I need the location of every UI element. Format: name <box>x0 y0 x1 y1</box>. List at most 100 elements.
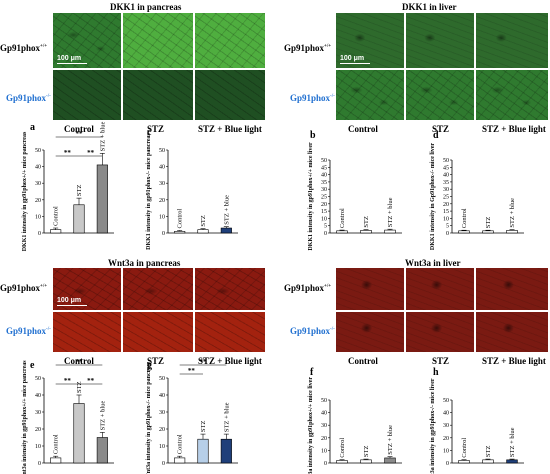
micrograph-wnt3a-liver-ko-stz-blue <box>476 312 548 352</box>
dkk1-pancreas-row-wt-label: Gp91phox+/+ <box>0 43 48 53</box>
y-tick-label: 50 <box>443 398 449 404</box>
micrograph-dkk1-pancreas-wt-stz <box>123 13 193 68</box>
y-tick-label: 30 <box>35 410 41 416</box>
category-label: STZ <box>485 217 492 229</box>
micrograph-wnt3a-pancreas-wt-stz <box>123 268 193 310</box>
y-tick-label: 25 <box>321 195 327 201</box>
col-label-stz-blue: STZ + Blue light <box>198 356 262 366</box>
y-tick-label: 40 <box>35 393 41 399</box>
significance-stars: ** <box>64 377 72 385</box>
y-tick-label: 50 <box>35 376 41 382</box>
significance-stars: ** <box>188 367 196 375</box>
y-tick-label: 40 <box>443 173 449 179</box>
y-tick-label: 50 <box>159 376 165 382</box>
y-tick-label: 20 <box>321 202 327 208</box>
wnt3a-pancreas-row-ko-label: Gp91phox-/- <box>6 326 51 336</box>
micrograph-dkk1-liver-ko-stz <box>406 70 474 120</box>
category-label: STZ <box>485 446 492 458</box>
y-axis-label: Wnt3a intensity in gp91phox+/+ mice panc… <box>22 360 28 474</box>
y-tick-label: 10 <box>443 216 449 222</box>
micrograph-dkk1-liver-wt-stz-blue <box>476 13 548 68</box>
scale-bar-label: 100 μm <box>57 55 82 62</box>
col-label-control: Control <box>348 356 378 366</box>
y-tick-label: 10 <box>443 448 449 454</box>
category-label: STZ + blue <box>509 198 516 228</box>
y-tick-label: 10 <box>159 214 165 220</box>
y-tick-label: 45 <box>443 165 449 171</box>
category-label: STZ <box>200 215 207 227</box>
category-label: STZ + blue <box>509 427 516 457</box>
y-tick-label: 5 <box>446 224 449 230</box>
y-tick-label: 0 <box>162 231 165 237</box>
significance-stars: ** <box>87 377 95 385</box>
y-axis-label: Wnt3a intensity in gp91phox-/- mice live… <box>430 378 436 474</box>
category-label: Control <box>461 438 468 458</box>
y-tick-label: 10 <box>159 444 165 450</box>
category-label: Control <box>339 438 346 458</box>
y-tick-label: 15 <box>321 209 327 215</box>
category-label: Control <box>53 206 60 226</box>
col-label-stz-blue: STZ + Blue light <box>482 356 546 366</box>
micrograph-dkk1-liver-wt-stz <box>406 13 474 68</box>
scale-bar <box>57 305 87 306</box>
y-tick-label: 40 <box>159 393 165 399</box>
category-label: STZ <box>76 381 83 393</box>
micrograph-wnt3a-liver-wt-control <box>336 268 404 310</box>
y-tick-label: 0 <box>446 231 449 237</box>
y-tick-label: 0 <box>324 461 327 467</box>
y-tick-label: 50 <box>35 148 41 154</box>
scale-bar-label: 100 μm <box>57 297 82 304</box>
dkk1-pancreas-title: DKK1 in pancreas <box>110 2 182 12</box>
y-tick-label: 20 <box>159 198 165 204</box>
category-label: STZ <box>76 185 83 197</box>
y-tick-label: 0 <box>162 461 165 467</box>
category-label: STZ + blue <box>99 122 106 152</box>
panel-letter: c <box>147 127 152 138</box>
y-tick-label: 0 <box>446 461 449 467</box>
micrograph-dkk1-liver-ko-stz-blue <box>476 70 548 120</box>
micrograph-wnt3a-liver-ko-stz <box>406 312 474 352</box>
micrograph-wnt3a-pancreas-wt-control <box>53 268 121 310</box>
y-tick-label: 20 <box>35 198 41 204</box>
y-axis-label: DKK1 intensity in gp91phox+/+ mice pancr… <box>22 131 28 251</box>
y-tick-label: 15 <box>443 209 449 215</box>
y-tick-label: 20 <box>443 202 449 208</box>
wnt3a-liver-row-ko-label: Gp91phox-/- <box>290 326 335 336</box>
y-tick-label: 50 <box>443 158 449 164</box>
micrograph-dkk1-pancreas-ko-stz-blue <box>195 70 265 120</box>
col-label-stz: STZ <box>432 124 450 134</box>
y-tick-label: 30 <box>159 410 165 416</box>
y-tick-label: 40 <box>321 411 327 417</box>
y-tick-label: 40 <box>159 165 165 171</box>
category-label: STZ + blue <box>99 401 106 431</box>
y-tick-label: 40 <box>35 165 41 171</box>
significance-stars: ** <box>76 130 84 138</box>
y-tick-label: 30 <box>35 181 41 187</box>
y-tick-label: 50 <box>159 148 165 154</box>
y-tick-label: 30 <box>321 423 327 429</box>
category-label: Control <box>53 434 60 454</box>
y-tick-label: 35 <box>321 180 327 186</box>
col-label-stz: STZ <box>432 356 450 366</box>
category-label: STZ <box>363 446 370 458</box>
y-axis-label: DKK1 intensity in gp91phox-/- mice pancr… <box>146 132 152 249</box>
y-tick-label: 0 <box>324 231 327 237</box>
panel-letter: b <box>310 130 316 141</box>
y-axis-label: DKK1 intensity in gp91phox+/+ mice liver <box>308 142 314 251</box>
y-tick-label: 5 <box>324 224 327 230</box>
y-tick-label: 20 <box>35 427 41 433</box>
y-tick-label: 20 <box>443 436 449 442</box>
bar-2 <box>506 459 518 464</box>
micrograph-wnt3a-liver-ko-control <box>336 312 404 352</box>
micrograph-wnt3a-pancreas-ko-stz-blue <box>195 312 265 352</box>
panel-letter: h <box>433 367 439 378</box>
category-label: STZ + blue <box>387 197 394 227</box>
y-tick-label: 50 <box>321 398 327 404</box>
